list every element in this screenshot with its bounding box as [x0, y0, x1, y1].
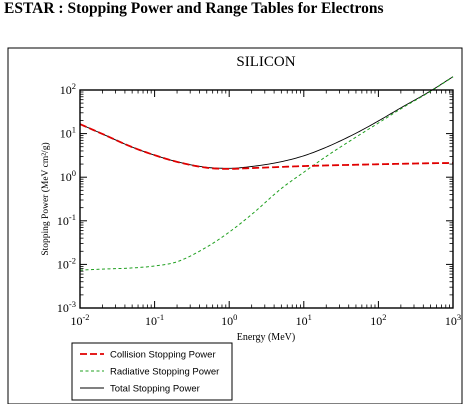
x-tick-label: 10-1	[145, 312, 164, 328]
x-tick-label: 10-2	[70, 312, 89, 328]
legend-label-total-stopping-power: Total Stopping Power	[110, 384, 200, 395]
plot-area	[79, 89, 454, 309]
y-tick-label: 101	[60, 125, 76, 141]
chart-title: SILICON	[236, 54, 295, 70]
y-tick-label: 10-2	[57, 255, 76, 271]
y-axis-label: Stopping Power (MeV cm²/g)	[40, 142, 51, 255]
series-line-radiative-stopping-power	[79, 76, 454, 271]
y-tick-label: 102	[60, 81, 76, 97]
x-tick-label: 101	[296, 312, 312, 328]
legend-label-radiative-stopping-power: Radiative Stopping Power	[110, 367, 219, 378]
x-tick-label: 102	[370, 312, 386, 328]
series-line-total-stopping-power	[79, 76, 454, 169]
legend: Collision Stopping Power Radiative Stoppi…	[71, 342, 233, 401]
page-heading: ESTAR : Stopping Power and Range Tables …	[4, 0, 384, 17]
series-group	[79, 76, 454, 271]
x-tick-label: 100	[221, 312, 237, 328]
legend-label-collision-stopping-power: Collision Stopping Power	[110, 350, 216, 361]
series-line-collision-stopping-power	[79, 123, 454, 170]
y-tick-label: 10-3	[57, 299, 76, 315]
x-axis-label: Energy (MeV)	[237, 332, 295, 343]
y-tick-label: 100	[60, 168, 76, 184]
x-tick-label: 103	[445, 312, 461, 328]
y-tick-label: 10-1	[57, 212, 76, 228]
